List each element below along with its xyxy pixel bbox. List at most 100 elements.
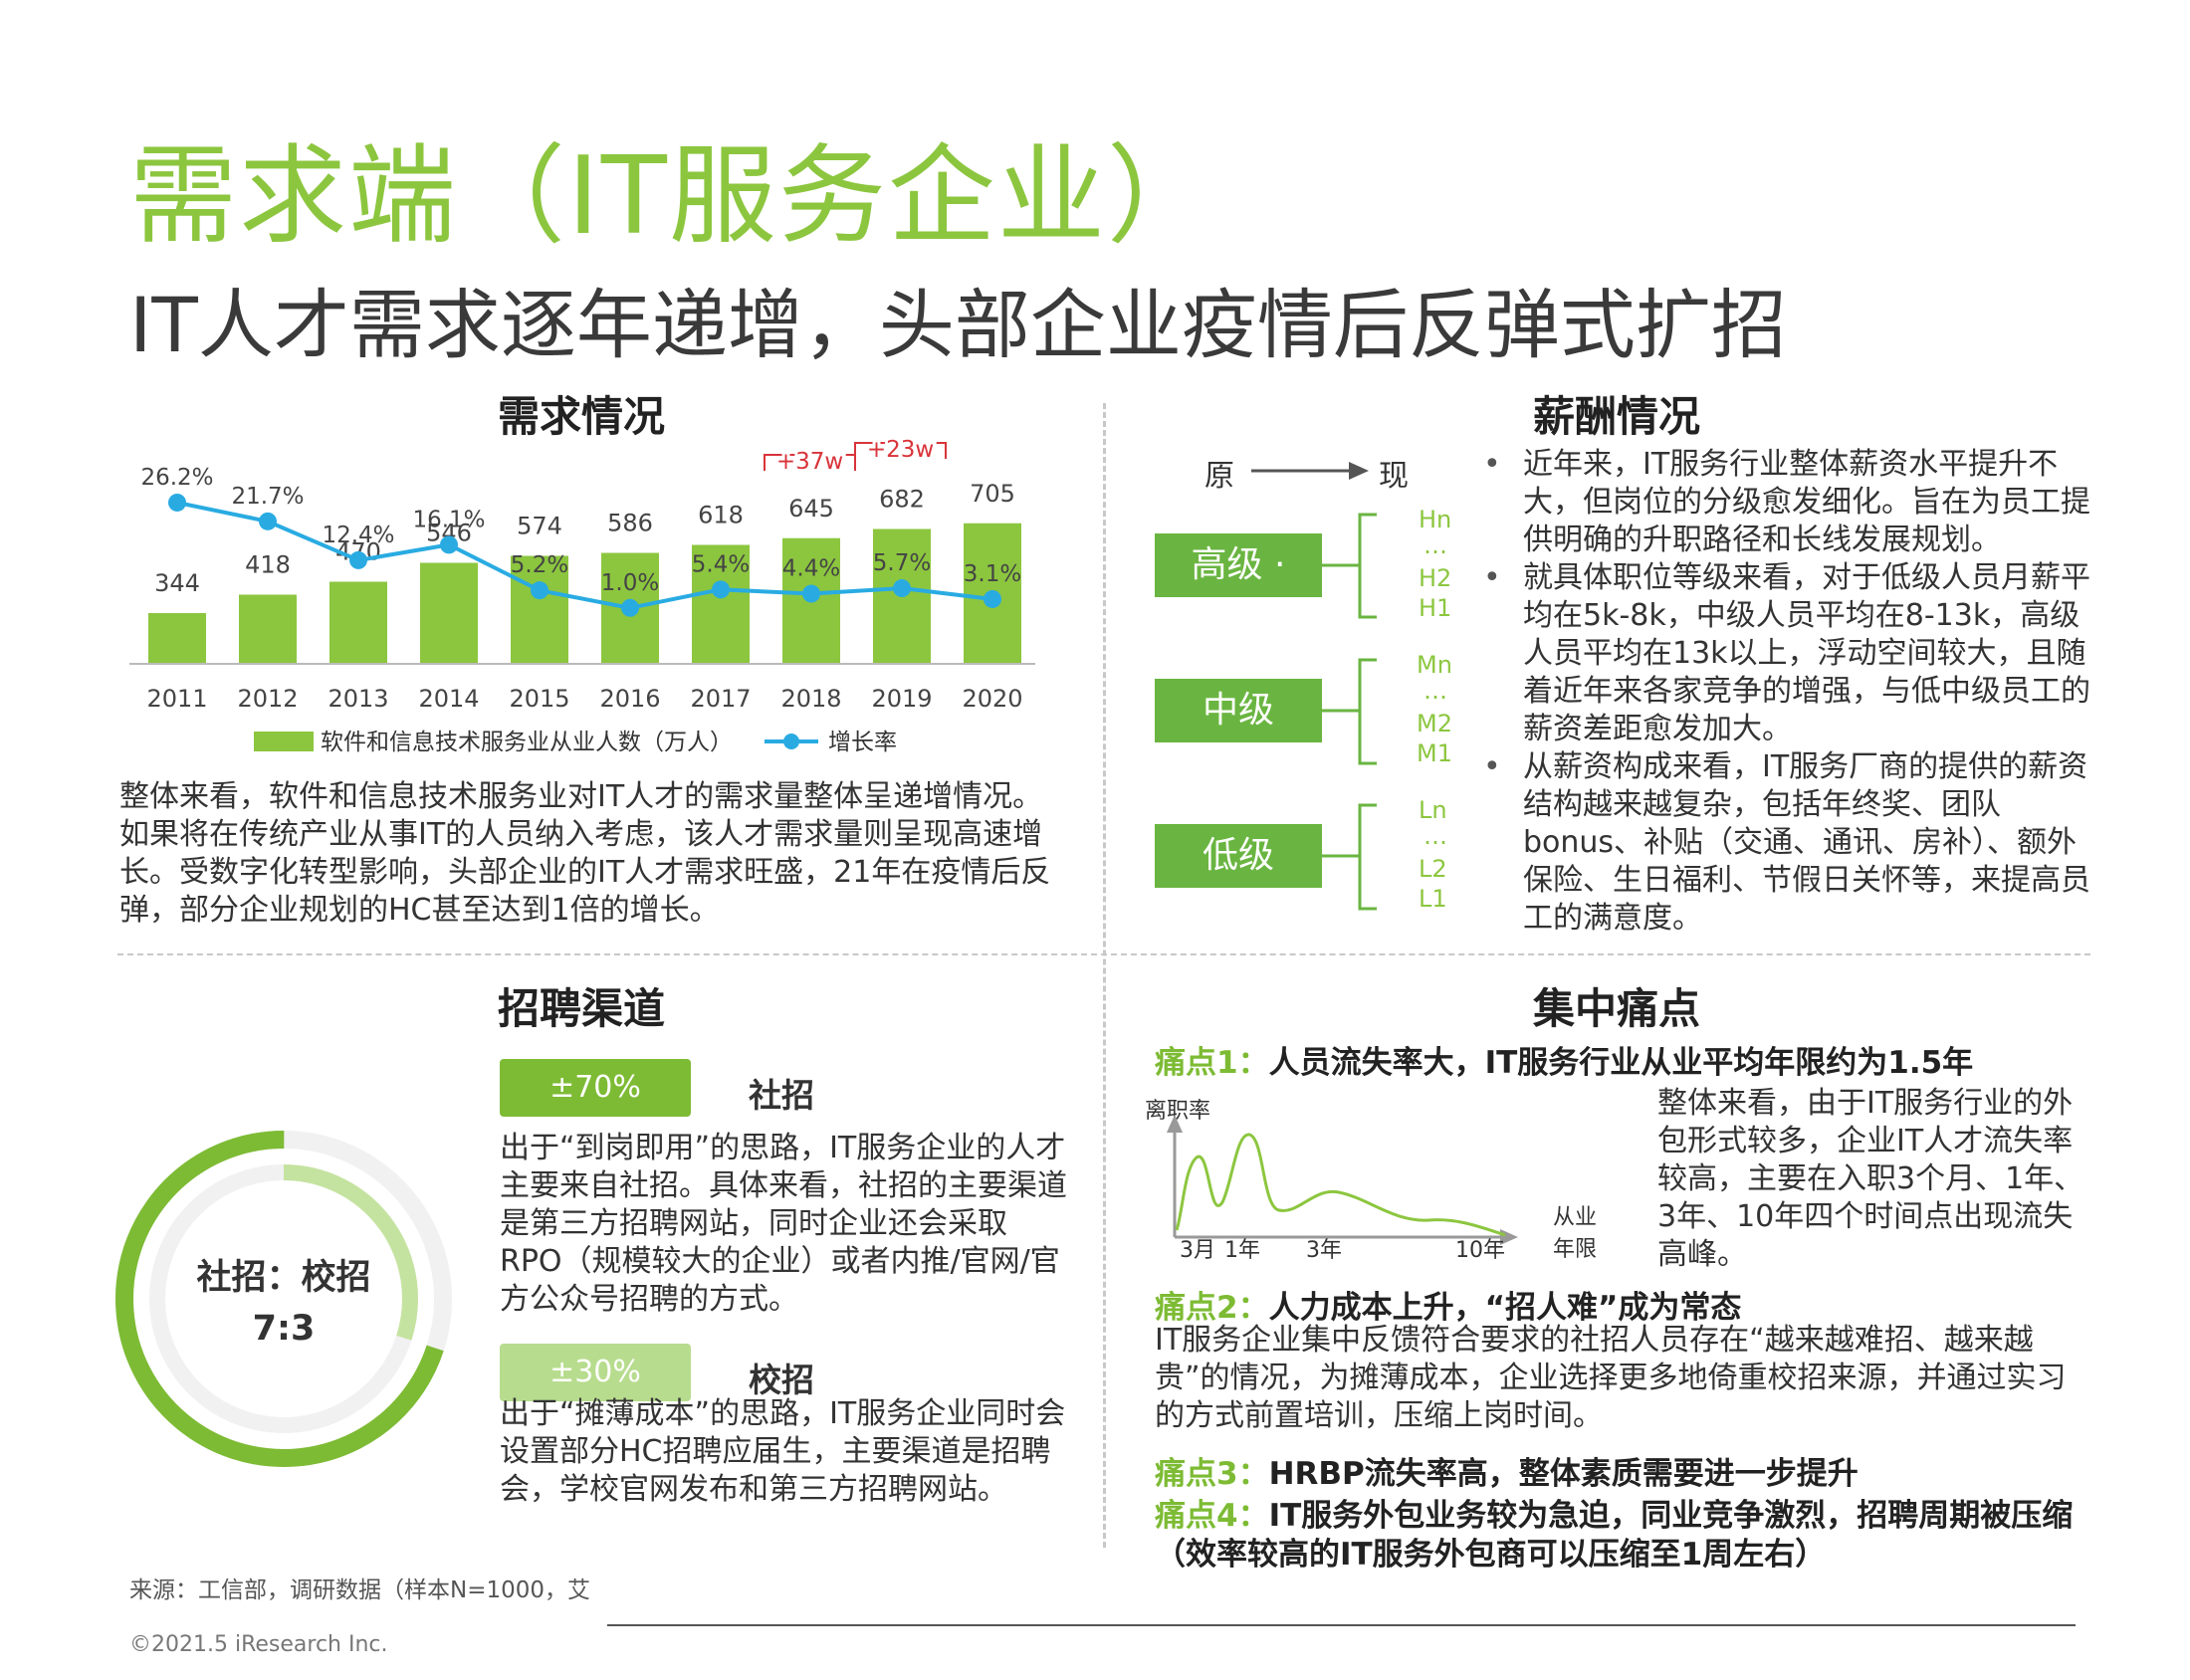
mini-chart-ylabel: 离职率 [1145,1099,1211,1124]
pain-2-key: 痛点2： [1155,1290,1269,1326]
level-label-m-dots: … [1424,677,1447,705]
growth-label-2014: 16.1% [412,507,485,532]
annotation-bracket-1 [854,442,947,459]
horizontal-divider [117,953,2090,955]
growth-line [176,501,993,610]
mini-tick-3y: 3年 [1306,1238,1342,1263]
growth-point-2016 [621,598,639,617]
bar-label-2016: 586 [607,510,653,537]
x-tick-2014: 2014 [418,685,479,713]
social-title: 社招 [749,1076,814,1115]
pain-4-title: 痛点4：IT服务外包业务较为急迫，同业竞争激烈，招聘周期被压缩 [1155,1490,2073,1535]
copyright: ©2021.5 iResearch Inc. [129,1632,388,1657]
growth-label-2018: 4.4% [782,556,840,582]
level-junior: 低级 [1155,824,1322,888]
growth-label-2012: 21.7% [231,484,304,510]
growth-label-2011: 26.2% [140,465,213,491]
level-label-l2: L2 [1419,855,1447,883]
bar-label-2011: 344 [154,569,200,597]
salary-bullet-3: 从薪资构成来看，IT服务厂商的提供的薪资结构越来越复杂，包括年终奖、团队bonu… [1483,748,2095,938]
bar-label-2020: 705 [970,480,1015,508]
growth-label-2017: 5.4% [692,551,750,577]
annotation-bracket-0 [764,454,856,471]
growth-point-2015 [531,581,548,600]
donut-label: 社招：校招 [196,1258,371,1298]
pain-4-text: IT服务外包业务较为急迫，同业竞争激烈，招聘周期被压缩 [1268,1498,2074,1534]
growth-point-2013 [349,550,367,569]
level-label-h1: H1 [1419,594,1452,622]
growth-label-2015: 5.2% [511,552,568,578]
level-label-m1: M1 [1417,739,1452,767]
pain-2-title: 痛点2：人力成本上升，“招人难”成为常态 [1155,1282,1741,1327]
footer-rule [607,1624,2076,1626]
pain-4-key: 痛点4： [1155,1498,1269,1534]
recruit-heading: 招聘渠道 [498,984,666,1033]
salary-heading: 薪酬情况 [1533,392,1701,441]
growth-point-2019 [893,579,911,598]
x-tick-2013: 2013 [328,685,388,713]
legend-line-label: 增长率 [828,730,897,755]
arrow-right-icon [1251,462,1369,480]
pain-1-key: 痛点1： [1155,1045,1269,1081]
donut-social-arc [115,1131,452,1467]
pain-2-text-block: IT服务企业集中反馈符合要求的社招人员存在“越来越难招、越来越贵”的情况，为摊薄… [1155,1323,2067,1433]
arrow-from-label: 原 [1204,459,1234,494]
x-tick-2016: 2016 [599,685,660,713]
growth-label-2016: 1.0% [601,570,659,596]
growth-point-2020 [984,589,1001,608]
social-text: 出于“到岗即用”的思路，IT服务企业的人才主要来自社招。具体来看，社招的主要渠道… [500,1131,1067,1317]
x-tick-2020: 2020 [962,685,1022,713]
growth-point-2012 [259,512,277,530]
level-label-l1: L1 [1419,885,1447,913]
pain-3-key: 痛点3： [1155,1456,1269,1492]
pain-1-text: 人员流失率大，IT服务行业从业平均年限约为1.5年 [1268,1045,1974,1081]
bar-2011 [148,613,206,664]
campus-text: 出于“摊薄成本”的思路，IT服务企业同时会设置部分HC招聘应届生，主要渠道是招聘… [500,1396,1066,1507]
legend-line-marker [783,734,799,749]
pain-4-note: （效率较高的IT服务外包商可以压缩至1周左右） [1155,1537,1827,1573]
level-label-h2: H2 [1419,564,1452,592]
donut-ratio: 7:3 [252,1309,316,1349]
pain-1-title: 痛点1：人员流失率大，IT服务行业从业平均年限约为1.5年 [1155,1037,1973,1082]
level-brackets [1322,513,1377,911]
growth-label-2019: 5.7% [873,550,931,576]
salary-bullet-2: 就具体职位等级来看，对于低级人员月薪平均在5k-8k，中级人员平均在8-13k，… [1483,559,2095,748]
mini-tick-1y: 1年 [1224,1238,1260,1263]
donut-campus-arc [149,1164,418,1433]
x-tick-2017: 2017 [690,685,751,713]
social-badge: ±70% [500,1059,691,1117]
pain-3-text: HRBP流失率高，整体素质需要进一步提升 [1268,1456,1859,1492]
bar-2017 [692,544,750,664]
level-label-h-dots: … [1424,531,1447,559]
growth-label-2013: 12.4% [322,523,394,548]
mini-tick-3m: 3月 [1180,1238,1215,1263]
x-tick-2012: 2012 [237,685,298,713]
page-title: 需求端（IT服务企业） [129,134,1216,259]
legend-bar-swatch [254,732,314,751]
bar-2012 [239,594,297,664]
bar-2015 [511,555,568,664]
level-label-l-dots: … [1424,822,1447,850]
level-label-ln: Ln [1419,796,1447,824]
level-senior: 高级 · [1155,533,1322,597]
demand-heading: 需求情况 [498,392,666,441]
level-label-m2: M2 [1417,710,1452,737]
page-subtitle: IT人才需求逐年递增，头部企业疫情后反弹式扩招 [129,281,1787,369]
mini-tick-10y: 10年 [1455,1238,1505,1263]
growth-point-2014 [440,535,458,554]
growth-point-2018 [802,584,820,603]
bar-2013 [329,581,387,664]
bar-label-2015: 574 [517,513,562,540]
bar-label-2018: 645 [788,495,834,523]
growth-point-2011 [168,493,186,512]
pain-heading: 集中痛点 [1533,984,1701,1033]
campus-title: 校招 [749,1361,814,1399]
vertical-divider [1103,403,1106,1548]
bar-label-2019: 682 [879,486,925,514]
demand-chart: 344418470546574586618645682705 26.2%21.7… [129,434,1035,755]
level-label-hn: Hn [1419,506,1452,533]
source-note: 来源：工信部，调研数据（样本N=1000，艾 [129,1577,591,1603]
mini-chart-xlabel-1: 从业 [1553,1205,1598,1230]
ratio-donut [115,1131,452,1467]
bar-label-2012: 418 [245,551,291,579]
